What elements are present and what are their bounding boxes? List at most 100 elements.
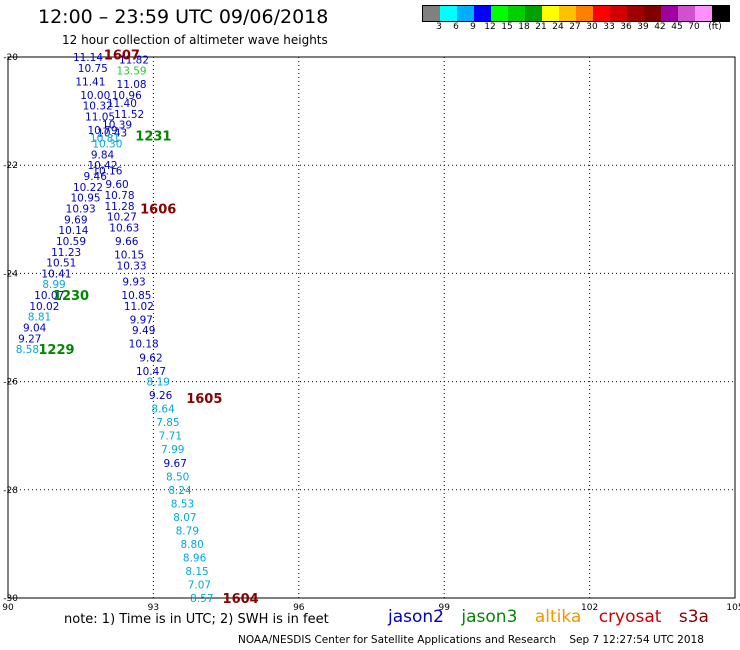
color-scale-cell — [644, 6, 661, 21]
wave-height-value: 11.05 — [85, 112, 115, 124]
color-scale-label: 45 — [671, 22, 683, 32]
wave-height-value: 10.32 — [83, 101, 113, 113]
latitude-tick-label: -24 — [3, 269, 18, 279]
color-scale-cell — [576, 6, 593, 21]
color-scale-cell — [457, 6, 474, 21]
wave-height-value: 10.47 — [136, 366, 166, 378]
color-scale-label: 42 — [654, 22, 666, 32]
wave-height-value: 10.41 — [41, 268, 71, 280]
map-subtitle: 12 hour collection of altimeter wave hei… — [62, 33, 328, 47]
color-scale-label: 18 — [518, 22, 530, 32]
wave-height-value: 10.85 — [121, 290, 151, 302]
color-scale-label: 33 — [603, 22, 615, 32]
wave-height-value: 9.84 — [91, 149, 115, 161]
wave-height-value: 10.18 — [129, 339, 159, 351]
pass-time-label: 1604 — [223, 592, 259, 607]
pass-time-label: 1605 — [186, 392, 222, 407]
longitude-tick-label: 105 — [726, 603, 740, 613]
color-scale-cell — [423, 6, 440, 21]
wave-height-value: 9.97 — [130, 314, 153, 326]
wave-height-value: 11.23 — [51, 247, 81, 259]
wave-height-value: 10.59 — [56, 236, 86, 248]
wave-height-value: 10.15 — [114, 249, 144, 261]
color-scale-label: 30 — [586, 22, 598, 32]
wave-height-value: 8.15 — [185, 566, 208, 578]
wave-height-value: 10.07 — [34, 290, 64, 302]
latitude-tick-label: -30 — [3, 594, 18, 604]
map-frame — [7, 56, 736, 599]
color-scale-label: 9 — [470, 22, 476, 32]
wave-height-value: 8.58 — [16, 344, 39, 356]
latitude-tick-label: -22 — [3, 161, 18, 171]
color-scale-label: (ft) — [708, 22, 722, 32]
wave-height-value: 9.60 — [105, 179, 128, 191]
wave-height-value: 10.79 — [87, 125, 117, 137]
latitude-tick-label: -28 — [3, 486, 18, 496]
pass-time-label: 1229 — [38, 343, 74, 358]
color-scale-label: 39 — [637, 22, 649, 32]
wave-height-value: 7.71 — [159, 431, 182, 443]
wave-height-value: 10.33 — [117, 260, 147, 272]
wave-height-value: 10.14 — [58, 225, 88, 237]
pass-time-label: 1606 — [140, 202, 176, 217]
color-scale-label: 24 — [552, 22, 564, 32]
wave-height-value: 8.24 — [168, 485, 192, 497]
longitude-tick-label: 93 — [148, 603, 159, 613]
wave-height-value: 9.93 — [122, 277, 145, 289]
wave-height-value: 10.27 — [107, 212, 137, 224]
wave-height-value: 7.85 — [156, 417, 179, 429]
color-scale-label: 6 — [453, 22, 459, 32]
color-scale-cell — [610, 6, 627, 21]
color-scale-cell — [525, 6, 542, 21]
color-scale-cell — [593, 6, 610, 21]
wave-height-value: 8.57 — [190, 593, 213, 605]
wave-height-value: 9.62 — [139, 352, 162, 364]
wave-height-value: 10.75 — [78, 63, 108, 75]
wave-height-value: 8.07 — [173, 512, 196, 524]
wave-height-value: 9.27 — [18, 333, 41, 345]
units-note: note: 1) Time is in UTC; 2) SWH is in fe… — [64, 612, 329, 627]
pass-time-label: 1607 — [104, 48, 140, 63]
wave-height-value: 9.67 — [164, 458, 187, 470]
color-scale-cell — [491, 6, 508, 21]
color-scale-cell — [559, 6, 576, 21]
wave-height-value: 13.59 — [117, 66, 147, 78]
latitude-tick-label: -26 — [3, 378, 18, 388]
wave-height-value: 10.43 — [97, 128, 127, 140]
color-scale-cell — [474, 6, 491, 21]
wave-height-value: 7.99 — [161, 444, 184, 456]
color-scale-bar — [422, 5, 730, 22]
legend-cryosat: cryosat — [598, 607, 662, 627]
wave-height-value: 10.93 — [66, 203, 96, 215]
wave-height-value: 9.46 — [84, 171, 108, 183]
credit-line: NOAA/NESDIS Center for Satellite Applica… — [238, 634, 704, 646]
color-scale-cell — [508, 6, 525, 21]
wave-height-value: 10.95 — [71, 193, 101, 205]
wave-height-value: 8.53 — [171, 498, 194, 510]
wave-height-value: 11.08 — [117, 79, 147, 91]
color-scale-label: 15 — [501, 22, 513, 32]
wave-height-value: 10.16 — [92, 166, 122, 178]
wave-height-value: 7.07 — [188, 579, 211, 591]
legend-altika: altika — [534, 607, 582, 627]
wave-height-value: 8.79 — [176, 525, 199, 537]
wave-height-value: 10.63 — [109, 222, 139, 234]
wave-height-value: 10.81 — [90, 133, 120, 145]
wave-height-value: 11.40 — [107, 98, 137, 110]
longitude-tick-label: 102 — [581, 603, 598, 613]
color-scale-cell — [661, 6, 678, 21]
longitude-tick-label: 90 — [2, 603, 14, 613]
color-scale-label: 21 — [535, 22, 547, 32]
legend-jason2: jason2 — [388, 607, 444, 627]
wave-height-value: 11.52 — [114, 109, 144, 121]
wave-height-value: 8.81 — [28, 312, 51, 324]
wave-height-value: 10.00 — [80, 90, 110, 102]
wave-height-value: 11.82 — [119, 55, 149, 67]
color-scale-cell — [627, 6, 644, 21]
wave-height-value: 11.02 — [124, 301, 154, 313]
color-scale-label: 3 — [436, 22, 442, 32]
wave-height-value: 11.41 — [75, 76, 105, 88]
color-scale-cell — [542, 6, 559, 21]
color-scale-cell — [440, 6, 457, 21]
